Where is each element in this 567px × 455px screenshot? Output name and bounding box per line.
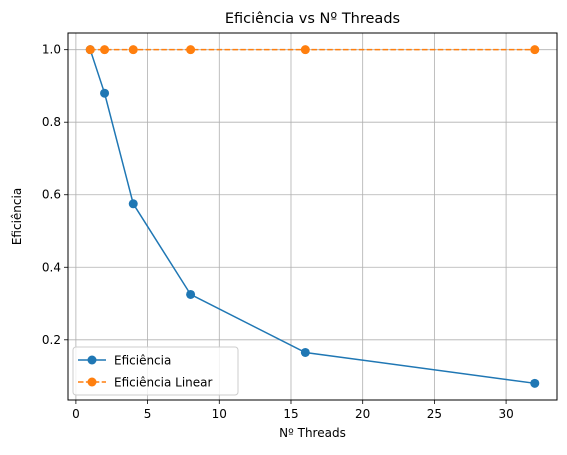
x-tick-label: 15 bbox=[283, 407, 298, 421]
x-tick-label: 10 bbox=[212, 407, 227, 421]
data-point bbox=[100, 88, 110, 98]
data-point bbox=[300, 347, 310, 357]
plot-frame bbox=[67, 32, 558, 401]
y-tick-label: 0.4 bbox=[42, 260, 61, 274]
data-point bbox=[186, 45, 196, 55]
legend-entry: Eficiência Linear bbox=[78, 376, 213, 390]
x-axis-title: Nº Threads bbox=[279, 426, 346, 440]
y-tick-label: 0.2 bbox=[42, 333, 61, 347]
series-2 bbox=[85, 45, 540, 55]
legend-marker bbox=[87, 377, 97, 387]
legend-entry: Eficiência bbox=[78, 354, 171, 368]
data-point bbox=[300, 45, 310, 55]
chart-legend: Eficiência Eficiência Linear bbox=[72, 346, 239, 396]
x-tick-label: 20 bbox=[355, 407, 370, 421]
axis-ticks: 0 5 10 15 20 25 30 0.2 0.4 0.6 0.8 1.0 bbox=[42, 43, 514, 421]
y-tick-label: 0.8 bbox=[42, 115, 61, 129]
plot-series bbox=[85, 45, 540, 388]
data-point bbox=[100, 45, 110, 55]
data-point bbox=[186, 289, 196, 299]
legend-label: Eficiência Linear bbox=[114, 376, 213, 390]
x-tick-label: 25 bbox=[427, 407, 442, 421]
data-point bbox=[128, 199, 138, 209]
legend-marker bbox=[87, 355, 97, 365]
legend-label: Eficiência bbox=[114, 354, 171, 368]
chart-title: Eficiência vs Nº Threads bbox=[225, 11, 400, 27]
y-tick-label: 0.6 bbox=[42, 188, 61, 202]
y-axis-title: Eficiência bbox=[10, 188, 24, 245]
data-point bbox=[530, 378, 540, 388]
x-tick-label: 0 bbox=[72, 407, 80, 421]
data-point bbox=[128, 45, 138, 55]
grid-lines bbox=[68, 33, 557, 400]
data-point bbox=[530, 45, 540, 55]
series-line bbox=[89, 49, 535, 385]
x-tick-label: 5 bbox=[144, 407, 152, 421]
legend-box bbox=[72, 346, 239, 396]
y-tick-label: 1.0 bbox=[42, 43, 61, 57]
x-tick-label: 30 bbox=[498, 407, 513, 421]
data-point bbox=[85, 45, 95, 55]
